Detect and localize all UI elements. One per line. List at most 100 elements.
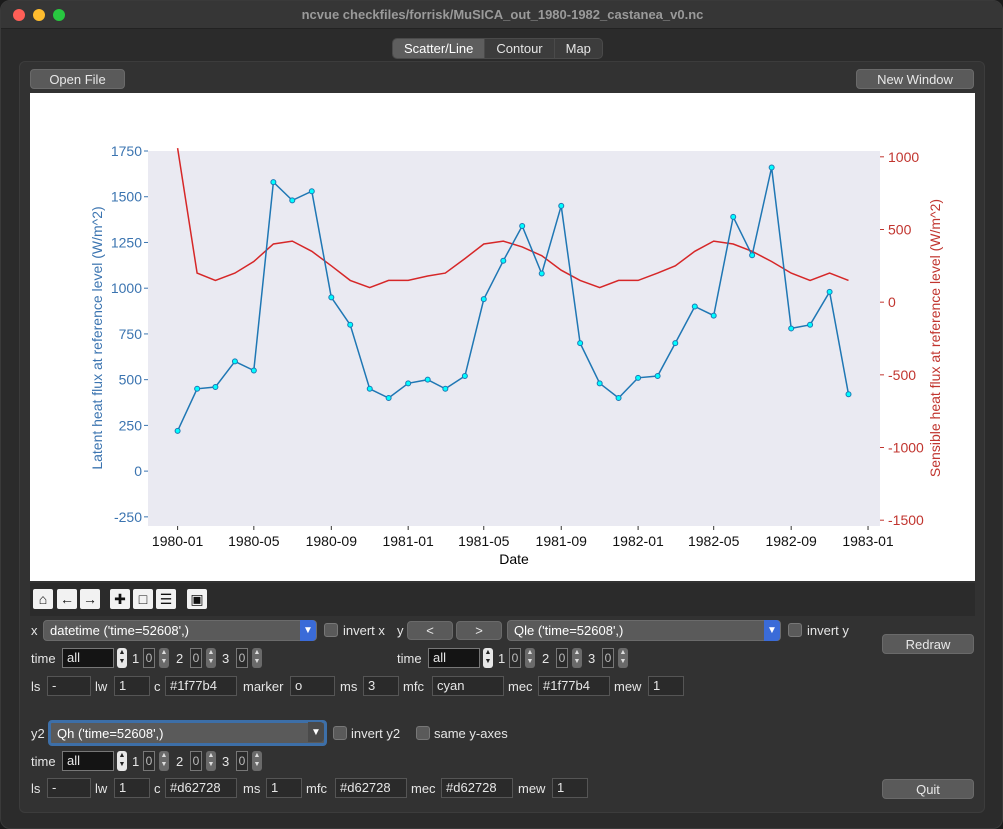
zoom-icon[interactable]: □ bbox=[133, 589, 153, 609]
minimize-window-button[interactable] bbox=[33, 9, 45, 21]
x-dim1-label: 1 bbox=[132, 651, 140, 666]
y-dim1-field[interactable]: 0 bbox=[509, 648, 521, 668]
forward-arrow-icon[interactable]: → bbox=[80, 589, 100, 609]
y2-lw-field[interactable]: 1 bbox=[114, 778, 150, 798]
configure-icon[interactable]: ☰ bbox=[156, 589, 176, 609]
marker-field[interactable]: o bbox=[290, 676, 335, 696]
qle-data-point bbox=[768, 164, 775, 171]
y2-dim3-field[interactable]: 0 bbox=[236, 751, 248, 771]
x-tick-label: 1981-01 bbox=[382, 533, 434, 549]
x-dim1-stepper[interactable]: ▲ ▼ bbox=[159, 648, 169, 668]
redraw-button[interactable]: Redraw bbox=[882, 634, 974, 654]
qle-data-point bbox=[385, 394, 392, 401]
invert-y2-checkbox[interactable] bbox=[333, 726, 347, 740]
qle-data-point bbox=[577, 340, 584, 347]
ls-field[interactable]: - bbox=[47, 676, 91, 696]
y-dim2-stepper[interactable]: ▲ ▼ bbox=[572, 648, 582, 668]
x-tick-label: 1980-09 bbox=[306, 533, 358, 549]
y-dim1-label: 1 bbox=[498, 651, 506, 666]
same-y-axes-checkbox[interactable] bbox=[416, 726, 430, 740]
y-dim2-field[interactable]: 0 bbox=[556, 648, 568, 668]
y2-ms-field[interactable]: 1 bbox=[266, 778, 302, 798]
c-label: c bbox=[154, 679, 161, 694]
y-dim3-field[interactable]: 0 bbox=[602, 648, 614, 668]
open-file-button[interactable]: Open File bbox=[30, 69, 125, 89]
x-tick-label: 1982-01 bbox=[612, 533, 664, 549]
x-tick-label: 1981-09 bbox=[536, 533, 588, 549]
y-left-tick-label: 750 bbox=[119, 326, 143, 342]
plot-canvas[interactable]: -250 0 250 500 750 1000 1250 1500 1750 -1500 -100… bbox=[30, 93, 975, 581]
y2-mew-field[interactable]: 1 bbox=[552, 778, 588, 798]
y-dim2-label: 2 bbox=[542, 651, 550, 666]
qle-data-point bbox=[405, 380, 412, 387]
y2-ls-label: ls bbox=[31, 781, 41, 796]
y2-dim1-stepper[interactable]: ▲ ▼ bbox=[159, 751, 169, 771]
qle-data-point bbox=[691, 303, 698, 310]
qle-data-point bbox=[519, 223, 526, 229]
close-window-button[interactable] bbox=[13, 9, 25, 21]
chevron-down-icon: ▼ bbox=[300, 620, 316, 641]
chevron-down-icon: ▼ bbox=[308, 722, 324, 742]
y2-mec-field[interactable]: #d62728 bbox=[441, 778, 513, 798]
mew-field[interactable]: 1 bbox=[648, 676, 684, 696]
invert-y2-label: invert y2 bbox=[351, 726, 401, 741]
y-dim1-stepper[interactable]: ▲ ▼ bbox=[525, 648, 535, 668]
qle-data-point bbox=[538, 270, 545, 277]
y2-dim3-stepper[interactable]: ▲ ▼ bbox=[252, 751, 262, 771]
invert-x-label: invert x bbox=[343, 623, 385, 638]
x-variable-select[interactable]: datetime ('time=52608',) ▼ bbox=[43, 620, 317, 641]
qle-data-point bbox=[710, 312, 717, 319]
y2-label: y2 bbox=[31, 726, 45, 741]
qle-data-point bbox=[672, 340, 679, 347]
y-axis-right-label: Sensible heat flux at reference level (W… bbox=[927, 199, 943, 477]
y2-dim3-label: 3 bbox=[222, 754, 230, 769]
qle-data-point bbox=[596, 380, 603, 387]
y-dim3-stepper[interactable]: ▲ ▼ bbox=[618, 648, 628, 668]
y-right-tick-label: 500 bbox=[888, 221, 912, 237]
y2-time-stepper[interactable]: ▲ ▼ bbox=[117, 751, 127, 771]
save-icon[interactable]: ▣ bbox=[187, 589, 207, 609]
next-variable-button[interactable]: > bbox=[456, 621, 502, 640]
y2-color-field[interactable]: #d62728 bbox=[165, 778, 237, 798]
invert-x-checkbox[interactable] bbox=[324, 623, 338, 637]
qle-data-point bbox=[500, 257, 507, 264]
tab-contour[interactable]: Contour bbox=[485, 39, 555, 58]
pan-icon[interactable]: ✚ bbox=[110, 589, 130, 609]
y2-mfc-field[interactable]: #d62728 bbox=[335, 778, 407, 798]
qle-data-point bbox=[845, 391, 852, 398]
qle-data-point bbox=[328, 294, 335, 301]
home-icon[interactable]: ⌂ bbox=[33, 589, 53, 609]
x-time-stepper[interactable]: ▲ ▼ bbox=[117, 648, 127, 668]
y2-dim1-field[interactable]: 0 bbox=[143, 751, 155, 771]
x-dim2-stepper[interactable]: ▲ ▼ bbox=[206, 648, 216, 668]
invert-y-checkbox[interactable] bbox=[788, 623, 802, 637]
color-field[interactable]: #1f77b4 bbox=[165, 676, 237, 696]
quit-button[interactable]: Quit bbox=[882, 779, 974, 799]
y-time-label: time bbox=[397, 651, 422, 666]
qle-data-point bbox=[749, 252, 756, 259]
y-time-field[interactable]: all bbox=[428, 648, 480, 668]
y2-time-field[interactable]: all bbox=[62, 751, 114, 771]
back-arrow-icon[interactable]: ← bbox=[57, 589, 77, 609]
zoom-window-button[interactable] bbox=[53, 9, 65, 21]
new-window-button[interactable]: New Window bbox=[856, 69, 974, 89]
mfc-field[interactable]: cyan bbox=[432, 676, 504, 696]
ms-field[interactable]: 3 bbox=[363, 676, 399, 696]
y-time-stepper[interactable]: ▲ ▼ bbox=[483, 648, 493, 668]
y2-dim2-field[interactable]: 0 bbox=[190, 751, 202, 771]
y2-variable-select[interactable]: Qh ('time=52608',) ▼ bbox=[48, 720, 327, 746]
x-dim1-field[interactable]: 0 bbox=[143, 648, 155, 668]
y2-variable-value: Qh ('time=52608',) bbox=[57, 726, 164, 741]
prev-variable-button[interactable]: < bbox=[407, 621, 453, 640]
y2-dim2-stepper[interactable]: ▲ ▼ bbox=[206, 751, 216, 771]
lw-field[interactable]: 1 bbox=[114, 676, 150, 696]
y2-ls-field[interactable]: - bbox=[47, 778, 91, 798]
y-variable-select[interactable]: Qle ('time=52608',) ▼ bbox=[507, 620, 781, 641]
tab-scatter-line[interactable]: Scatter/Line bbox=[393, 39, 486, 58]
tab-map[interactable]: Map bbox=[565, 41, 591, 56]
mec-field[interactable]: #1f77b4 bbox=[538, 676, 610, 696]
x-dim3-field[interactable]: 0 bbox=[236, 648, 248, 668]
x-dim3-stepper[interactable]: ▲ ▼ bbox=[252, 648, 262, 668]
x-dim2-field[interactable]: 0 bbox=[190, 648, 202, 668]
x-time-field[interactable]: all bbox=[62, 648, 114, 668]
